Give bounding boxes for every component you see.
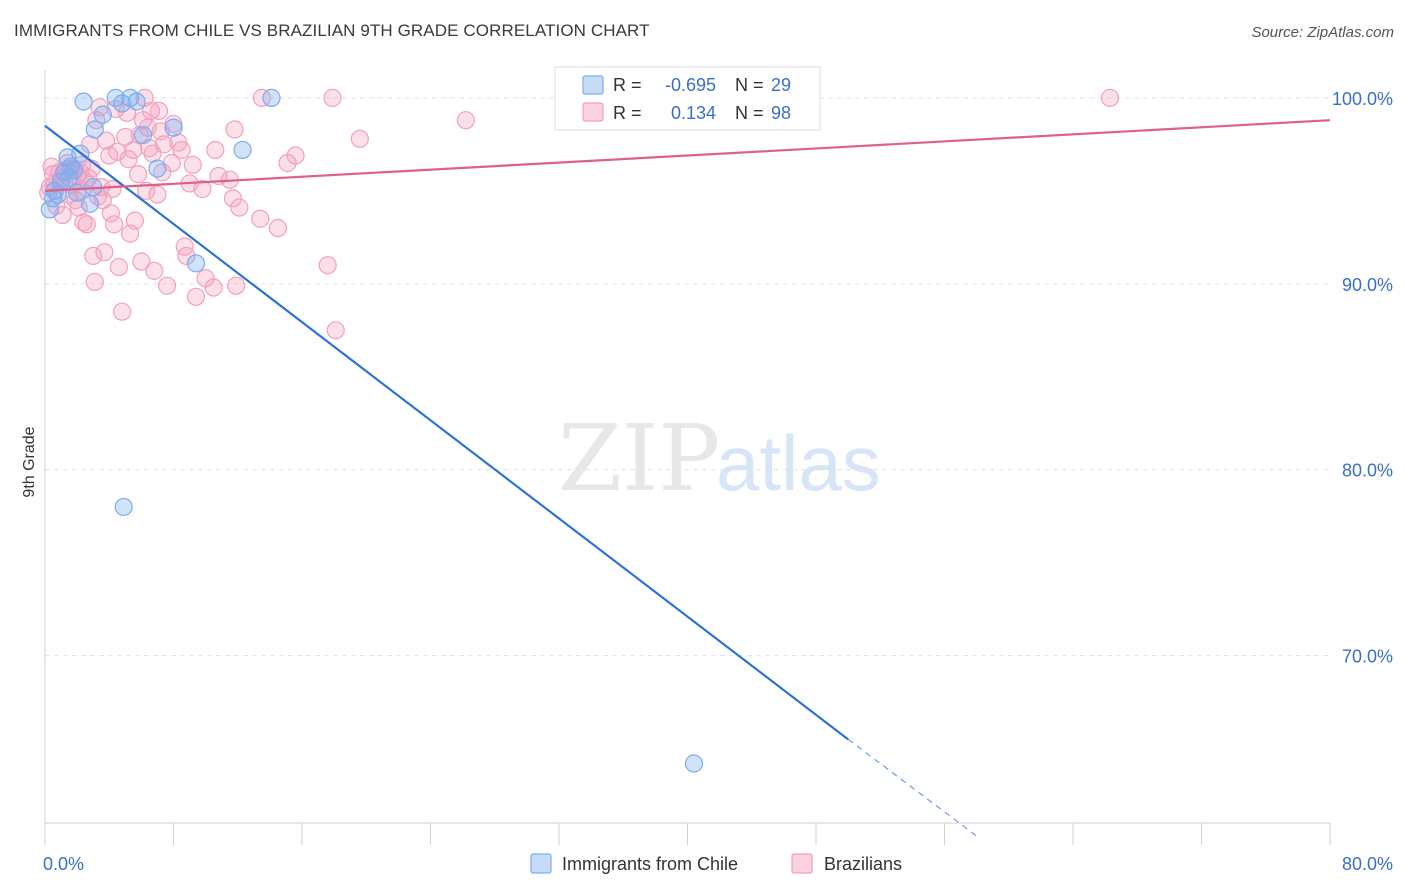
brazil-point — [206, 140, 225, 160]
chile-point — [74, 92, 93, 111]
legend-n-label-brazil: N = — [735, 103, 764, 123]
brazil-point — [104, 215, 124, 234]
y-tick-label: 90.0% — [1342, 275, 1393, 295]
correlation-legend: R = -0.695 N = 29 R = 0.134 N = 98 — [554, 66, 821, 131]
brazil-point — [101, 204, 120, 223]
brazil-point — [456, 111, 475, 130]
brazil-point — [96, 131, 116, 150]
brazil-point — [148, 185, 167, 204]
chile-point — [93, 105, 112, 124]
bottom-legend-swatch-brazil — [791, 853, 813, 874]
brazil-point — [318, 256, 337, 275]
brazil-point — [149, 101, 169, 121]
chile-point — [55, 163, 74, 182]
legend-r-value-chile: -0.695 — [665, 75, 716, 95]
brazil-point — [183, 155, 202, 174]
chile-point — [133, 125, 153, 145]
brazil-point — [225, 120, 244, 139]
y-tick-label: 100.0% — [1332, 89, 1393, 109]
brazil-point — [227, 276, 246, 295]
y-axis-label: 9th Grade — [21, 426, 38, 497]
chile-point — [40, 200, 59, 219]
y-tick-label: 70.0% — [1342, 647, 1393, 667]
brazil-point — [326, 321, 345, 340]
legend-r-label-brazil: R = — [613, 103, 642, 123]
brazil-point — [186, 287, 206, 306]
brazil-point — [251, 209, 270, 228]
bottom-legend-label-chile: Immigrants from Chile — [562, 854, 738, 874]
chile-point — [233, 140, 252, 160]
brazil-point — [223, 189, 243, 208]
brazil-point — [119, 150, 138, 169]
brazil-point — [1100, 88, 1120, 107]
brazil-point — [132, 252, 151, 271]
chile-point — [85, 120, 104, 139]
chile-trend-line — [44, 124, 849, 741]
legend-r-label-chile: R = — [613, 75, 642, 95]
brazil-point — [116, 127, 135, 147]
chile-point — [186, 254, 206, 273]
brazil-point — [145, 261, 164, 280]
brazil-point — [193, 179, 212, 199]
brazil-point — [109, 257, 128, 277]
brazil-point — [323, 88, 342, 107]
brazil-point — [77, 215, 96, 234]
brazil-point — [230, 198, 249, 217]
chile-point — [80, 194, 100, 213]
brazil-point — [252, 88, 271, 107]
brazil-point — [129, 165, 148, 184]
legend-swatch-chile — [582, 75, 604, 95]
brazil-point — [350, 129, 369, 148]
chile-trend-extension — [847, 738, 977, 837]
brazil-point — [268, 218, 288, 238]
brazil-point — [85, 272, 104, 292]
chile-point — [48, 185, 67, 204]
chile-point — [59, 168, 79, 187]
chile-point — [262, 88, 281, 107]
brazil-trend-line — [44, 119, 1331, 192]
series-legend: Immigrants from Chile Brazilians — [530, 853, 902, 874]
brazil-point — [175, 237, 194, 256]
watermark-zip: ZIP — [558, 405, 720, 512]
chile-point — [114, 497, 133, 517]
y-tick-label: 80.0% — [1342, 461, 1393, 481]
brazil-point — [172, 140, 191, 160]
chile-point — [684, 754, 704, 773]
legend-n-value-chile: 29 — [771, 75, 791, 95]
chile-point — [127, 92, 146, 111]
bottom-legend-swatch-chile — [530, 853, 552, 874]
chile-point — [148, 159, 167, 178]
brazil-point — [103, 179, 122, 199]
brazil-point — [74, 213, 93, 232]
legend-n-label-chile: N = — [735, 75, 764, 95]
brazil-point — [286, 146, 305, 165]
brazil-point — [66, 191, 85, 210]
x-tick-label-max: 80.0% — [1342, 854, 1393, 874]
brazil-point — [95, 243, 114, 262]
legend-r-value-brazil: 0.134 — [671, 103, 716, 123]
legend-n-value-brazil: 98 — [771, 103, 791, 123]
brazil-point — [125, 211, 145, 230]
chart-title: IMMIGRANTS FROM CHILE VS BRAZILIAN 9TH G… — [14, 21, 650, 40]
brazil-point — [204, 278, 223, 297]
brazil-point — [112, 302, 132, 321]
bottom-legend-label-brazil: Brazilians — [824, 854, 902, 874]
brazil-point — [157, 276, 177, 295]
brazil-point — [177, 246, 196, 266]
legend-swatch-brazil — [582, 102, 604, 122]
chile-point — [164, 118, 183, 137]
source-credit: Source: ZipAtlas.com — [1251, 24, 1394, 41]
brazil-point — [84, 246, 103, 266]
watermark-atlas: atlas — [716, 419, 881, 507]
x-tick-label-min: 0.0% — [43, 854, 84, 874]
